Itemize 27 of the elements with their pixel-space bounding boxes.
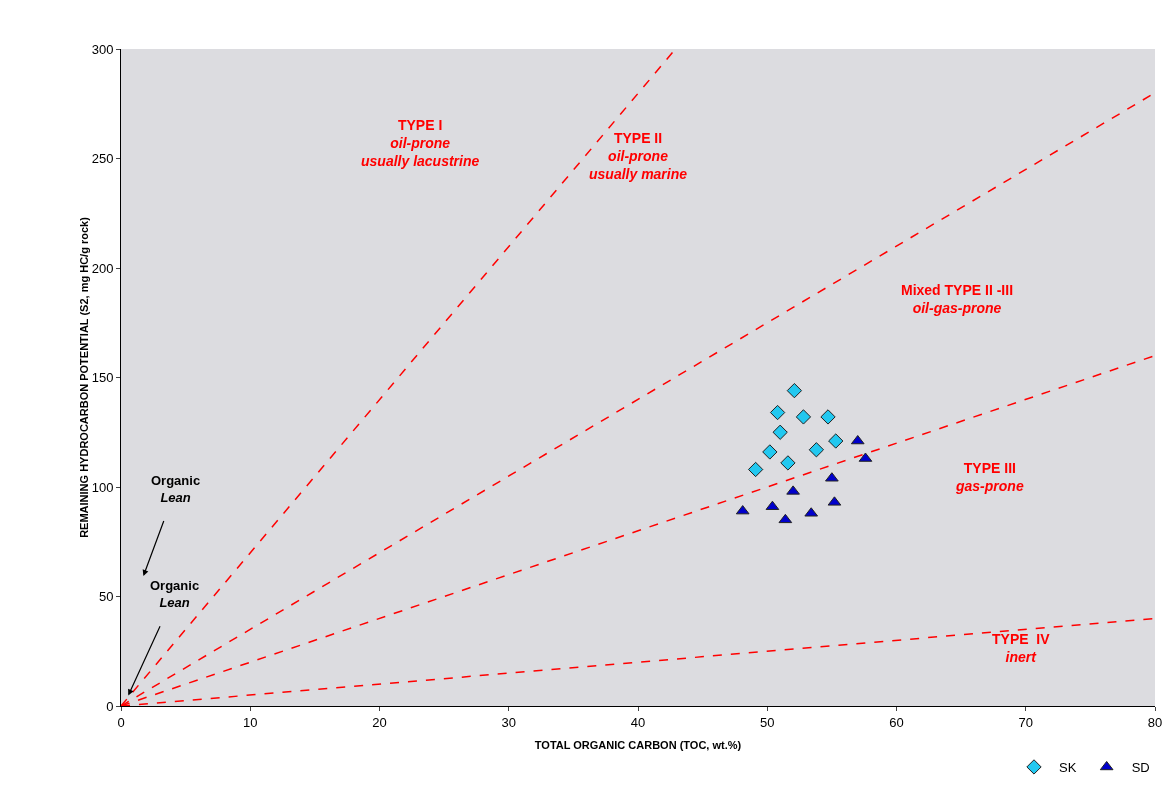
x-tick-label: 0 <box>117 714 125 730</box>
x-tick-label: 80 <box>1147 714 1163 730</box>
annotation: TYPE II oil-prone usually marine <box>589 130 688 183</box>
legend-label: SD <box>1131 760 1150 776</box>
y-tick-label: 150 <box>91 370 114 386</box>
x-tick-label: 20 <box>372 714 387 730</box>
y-tick-label: 200 <box>91 260 114 276</box>
x-axis-title: TOTAL ORGANIC CARBON (TOC, wt.%) <box>534 739 742 751</box>
annotation: TYPE III gas-prone <box>955 460 1024 495</box>
x-tick-label: 50 <box>760 714 775 730</box>
x-tick-label: 70 <box>1018 714 1033 730</box>
annotation: Organic Lean <box>151 473 201 505</box>
x-tick-label: 10 <box>243 714 258 730</box>
y-tick-label: 250 <box>91 151 114 167</box>
x-tick-label: 40 <box>630 714 646 730</box>
annotation: Mixed TYPE II -III oil-gas-prone <box>901 282 1014 317</box>
x-tick-label: 60 <box>889 714 904 730</box>
annotation: Organic Lean <box>150 578 200 610</box>
y-axis-title: REMAINING HYDROCARBON POTENTIAL (S2, mg HC/g rock) <box>77 216 90 538</box>
y-tick-label: 0 <box>106 698 114 714</box>
x-tick-label: 30 <box>501 714 516 730</box>
annotation: TYPE IV inert <box>992 631 1051 666</box>
y-tick-label: 50 <box>98 589 114 605</box>
y-tick-label: 100 <box>91 479 114 495</box>
y-tick-label: 300 <box>91 41 114 57</box>
annotation: TYPE I oil-prone usually lacustrine <box>361 117 480 170</box>
legend-label: SK <box>1059 760 1077 776</box>
